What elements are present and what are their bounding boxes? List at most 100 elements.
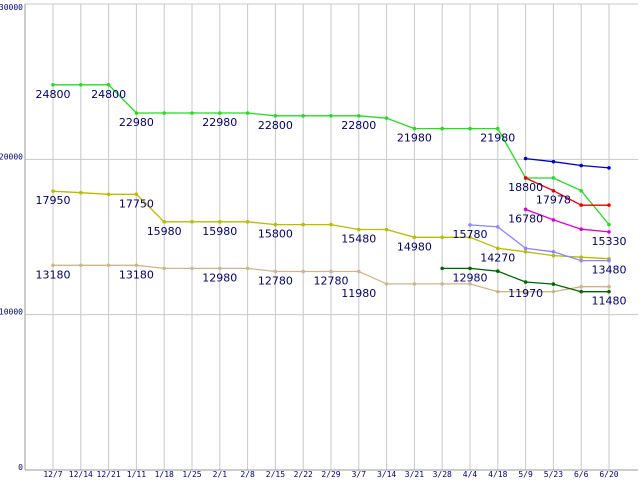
data-point: [190, 219, 194, 224]
x-tick-label: 3/7: [352, 470, 367, 479]
data-point: [551, 289, 556, 294]
data-label: 12780: [314, 274, 349, 287]
data-point: [218, 219, 222, 224]
data-point: [551, 253, 556, 258]
data-point: [218, 111, 222, 115]
data-point: [440, 266, 445, 271]
x-tick-label: 2/8: [240, 470, 255, 479]
data-point: [523, 156, 528, 161]
data-point: [468, 266, 472, 271]
data-point: [579, 188, 583, 193]
data-point: [468, 223, 472, 227]
data-point: [607, 258, 611, 263]
data-point: [607, 230, 611, 234]
data-label: 13480: [592, 264, 627, 277]
data-point: [79, 82, 83, 87]
data-point: [523, 176, 528, 180]
data-label: 24800: [91, 88, 126, 101]
data-point: [51, 263, 55, 268]
data-label: 22800: [258, 119, 293, 132]
data-point: [79, 263, 83, 268]
data-label: 24800: [36, 88, 71, 101]
series-line: [525, 177, 609, 206]
y-tick-label: 10000: [0, 308, 23, 317]
y-tick-label: 30000: [0, 3, 23, 12]
x-tick-label: 2/29: [321, 470, 340, 479]
data-point: [496, 126, 500, 131]
data-point: [412, 235, 417, 240]
data-label: 15980: [202, 225, 237, 238]
series-line: [525, 208, 610, 233]
data-label: 15800: [258, 228, 293, 241]
data-point: [51, 189, 55, 193]
data-point: [579, 284, 583, 289]
data-point: [301, 222, 306, 227]
x-tick-label: 3/28: [433, 470, 452, 479]
x-tick-label: 5/9: [518, 470, 533, 479]
x-tick-label: 6/20: [599, 470, 618, 479]
series-1: [51, 82, 611, 227]
y-tick-labels: 0 10000 20000 30000: [0, 3, 23, 472]
series-line: [525, 157, 610, 169]
data-point: [607, 222, 611, 227]
data-point: [106, 192, 111, 197]
data-point: [523, 289, 528, 294]
x-tick-label: 5/23: [544, 470, 563, 479]
y-tick-label: 20000: [0, 152, 23, 161]
data-label: 15330: [592, 235, 627, 248]
data-point: [551, 218, 556, 222]
data-point: [551, 159, 556, 164]
data-point: [607, 284, 611, 289]
data-label: 21980: [397, 132, 432, 145]
data-point: [357, 269, 361, 274]
x-tick-label: 12/7: [43, 470, 62, 479]
data-point: [412, 126, 417, 131]
data-point: [523, 249, 528, 254]
data-point: [496, 246, 500, 251]
y-tick-label: 0: [18, 463, 23, 472]
data-point: [523, 280, 528, 284]
data-point: [440, 126, 445, 131]
data-label: 22980: [119, 116, 154, 129]
data-label: 12780: [258, 274, 293, 287]
series-8: [523, 156, 611, 170]
data-point: [496, 225, 500, 229]
data-point: [468, 235, 472, 240]
data-point: [329, 114, 333, 118]
data-label: 16780: [508, 212, 543, 225]
data-point: [496, 289, 500, 294]
x-tick-label: 1/18: [155, 470, 174, 479]
x-tick-label: 3/21: [405, 470, 424, 479]
data-label: 14980: [397, 240, 432, 253]
data-label: 14270: [480, 251, 515, 264]
data-label: 15980: [147, 225, 182, 238]
data-label: 12980: [453, 271, 488, 284]
data-point: [579, 163, 583, 168]
data-point: [579, 227, 583, 232]
x-tick-label: 2/1: [213, 470, 228, 479]
axes: [24, 4, 638, 471]
x-tick-label: 4/18: [488, 470, 507, 479]
x-tick-label: 1/11: [127, 470, 146, 479]
data-point: [607, 203, 611, 207]
series-6: [523, 207, 611, 234]
data-label: 13180: [119, 268, 154, 281]
x-tick-label: 12/14: [69, 470, 93, 479]
data-label: 13180: [36, 268, 71, 281]
x-tick-labels: 12/7 12/14 12/21 1/11 1/18 1/25 2/1 2/8 2/15 2/22…: [43, 470, 618, 479]
data-point: [273, 222, 278, 227]
grid-lines: [25, 3, 638, 471]
data-point: [579, 258, 583, 263]
data-point: [607, 289, 611, 294]
data-label: 15480: [341, 233, 376, 246]
data-point: [106, 82, 111, 87]
data-point: [190, 266, 194, 271]
data-point: [273, 269, 278, 274]
data-point: [134, 111, 139, 115]
data-point: [329, 269, 333, 274]
data-point: [301, 114, 306, 118]
data-point: [162, 266, 166, 271]
data-point: [106, 263, 111, 268]
data-label: 17750: [119, 197, 154, 210]
